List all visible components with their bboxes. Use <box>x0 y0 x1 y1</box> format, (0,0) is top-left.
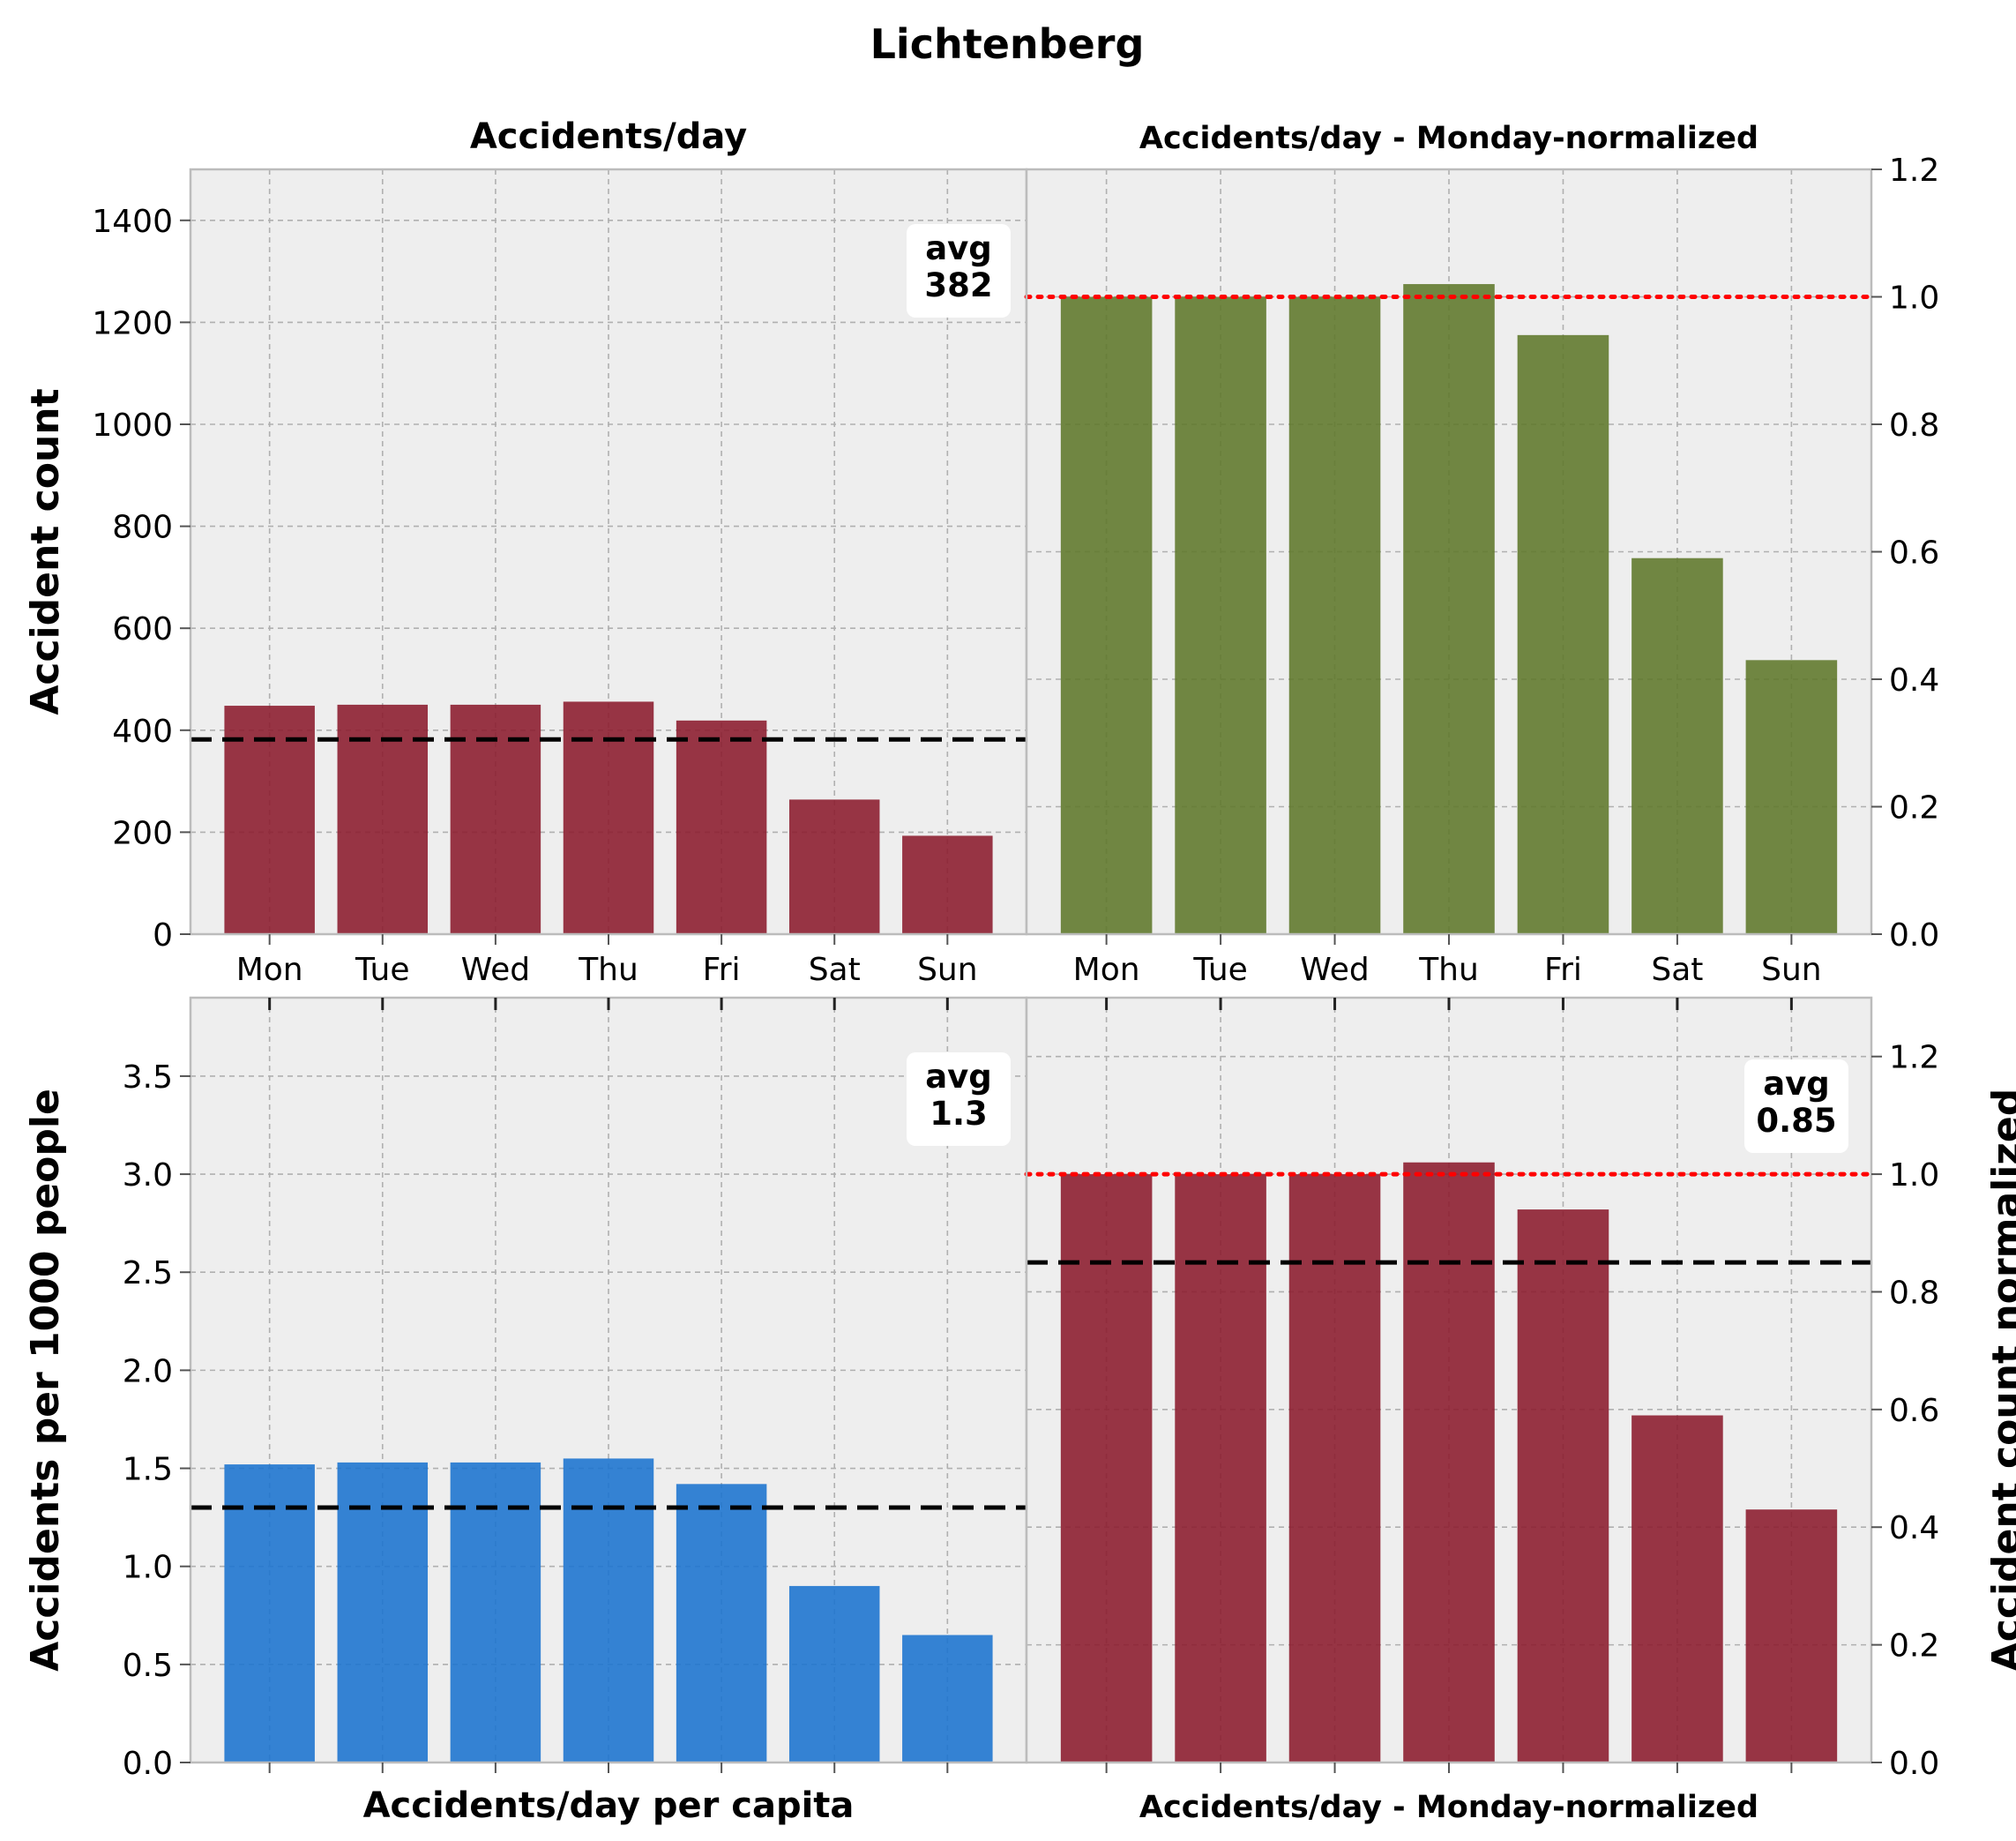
bar-thu <box>1403 284 1495 934</box>
ytick-label: 400 <box>112 714 173 750</box>
bar-wed <box>450 1462 541 1762</box>
bar-tue <box>1175 296 1266 934</box>
bar-wed <box>1288 296 1381 934</box>
bar-thu <box>563 1458 654 1762</box>
ytick-label: 0.4 <box>1889 662 1939 699</box>
xtick-label-fri: Fri <box>1544 952 1582 988</box>
ytick-label: 0.0 <box>123 1746 173 1782</box>
bar-sat <box>1631 1415 1723 1762</box>
panel-top-right: 0.0 0.2 0.4 0.6 0.8 1.0 1.2 Mon Tue Wed Thu Fri Sat S… <box>1024 121 1939 988</box>
ytick-label: 0.4 <box>1889 1510 1939 1546</box>
x-axis-label: Accidents/day - Monday-normalized <box>1139 1790 1758 1825</box>
xtick-label-thu: Thu <box>1418 952 1479 988</box>
xtick-label-fri: Fri <box>703 952 741 988</box>
ytick-label: 800 <box>112 510 173 546</box>
bar-wed <box>1288 1174 1381 1762</box>
ytick-label: 0.0 <box>1889 917 1939 954</box>
bar-mon <box>224 1464 315 1762</box>
ytick-label: 0.2 <box>1889 1628 1939 1665</box>
xtick-label-sat: Sat <box>1651 952 1703 988</box>
ytick-label: 3.5 <box>123 1059 173 1096</box>
bar-fri <box>1517 1209 1609 1762</box>
bar-sat <box>1631 558 1723 934</box>
chart-panels: 0 200 400 600 800 1000 1200 1400 Mon Tue Wed Thu Fri… <box>23 116 2016 1826</box>
avg-annotation-text: avg <box>1763 1065 1830 1103</box>
ytick-label: 2.5 <box>123 1255 173 1291</box>
y-axis-label: Accident count <box>23 388 68 715</box>
avg-annotation-box <box>1744 1059 1848 1153</box>
bar-fri <box>1517 334 1609 935</box>
xtick-label-sun: Sun <box>917 952 977 988</box>
ytick-label: 1.5 <box>123 1452 173 1488</box>
bar-sat <box>788 1585 880 1762</box>
avg-annotation-box <box>907 1052 1011 1146</box>
ytick-label: 0.5 <box>123 1648 173 1684</box>
bar-thu <box>1403 1162 1495 1762</box>
xtick-label-tue: Tue <box>355 952 410 988</box>
panel-title: Accidents/day <box>470 116 747 157</box>
ytick-label: 0.2 <box>1889 790 1939 827</box>
x-axis-label: Accidents/day per capita <box>363 1785 855 1826</box>
avg-annotation-text: 1.3 <box>930 1095 988 1133</box>
xtick-label-mon: Mon <box>236 952 303 988</box>
ytick-label: 1.2 <box>1889 1040 1939 1076</box>
bar-fri <box>676 1484 767 1762</box>
ytick-label: 0.6 <box>1889 1393 1939 1429</box>
bar-thu <box>563 701 654 934</box>
ytick-label: 1400 <box>92 204 173 240</box>
ytick-label: 1.0 <box>1889 281 1939 317</box>
ytick-label: 1.0 <box>1889 1157 1939 1194</box>
avg-annotation-text: avg <box>925 229 992 267</box>
ytick-label: 200 <box>112 815 173 851</box>
ytick-label: 0.6 <box>1889 535 1939 572</box>
bar-mon <box>1060 296 1153 934</box>
bar-mon <box>224 706 315 934</box>
bar-sat <box>788 799 880 934</box>
panel-bottom-right: 0.0 0.2 0.4 0.6 0.8 1.0 1.2 Accidents/day - Mon… <box>1024 996 2016 1825</box>
xtick-label-thu: Thu <box>578 952 638 988</box>
ytick-label: 600 <box>112 611 173 647</box>
bar-sun <box>1745 1509 1838 1762</box>
ytick-label: 0.0 <box>1889 1746 1939 1782</box>
ytick-label: 3.0 <box>123 1157 173 1194</box>
panel-bottom-left: 0.0 0.5 1.0 1.5 2.0 2.5 3.0 3.5 Accidents/day pe… <box>23 996 1028 1826</box>
bar-sun <box>902 835 993 934</box>
xtick-label-wed: Wed <box>1300 952 1370 988</box>
xtick-label-sat: Sat <box>809 952 861 988</box>
ytick-label: 0 <box>153 917 173 954</box>
avg-annotation-box <box>907 224 1011 318</box>
avg-annotation-text: 382 <box>924 266 992 304</box>
avg-annotation-text: 0.85 <box>1756 1102 1836 1140</box>
bar-sun <box>1745 660 1838 934</box>
bar-fri <box>676 720 767 934</box>
bar-wed <box>450 704 541 934</box>
ytick-label: 2.0 <box>123 1353 173 1389</box>
avg-annotation-text: avg <box>925 1058 992 1096</box>
ytick-label: 0.8 <box>1889 1275 1939 1311</box>
panel-title: Accidents/day - Monday-normalized <box>1139 121 1758 156</box>
bar-tue <box>1175 1174 1266 1762</box>
y-axis-label: Accidents per 1000 people <box>23 1089 68 1672</box>
ytick-label: 1000 <box>92 408 173 444</box>
xtick-label-tue: Tue <box>1192 952 1248 988</box>
ytick-label: 1200 <box>92 305 173 341</box>
y-axis-label: Accident count normalized <box>1984 1089 2016 1673</box>
bar-tue <box>337 704 429 934</box>
bar-tue <box>337 1462 429 1762</box>
panel-top-left: 0 200 400 600 800 1000 1200 1400 Mon Tue Wed Thu Fri… <box>23 116 1028 988</box>
chart-suptitle: Lichtenberg <box>870 20 1145 68</box>
xtick-label-mon: Mon <box>1073 952 1140 988</box>
bar-sun <box>902 1635 993 1762</box>
ytick-label: 1.0 <box>123 1550 173 1586</box>
ytick-label: 1.2 <box>1889 153 1939 189</box>
bar-mon <box>1060 1174 1153 1762</box>
ytick-label: 0.8 <box>1889 408 1939 444</box>
xtick-label-wed: Wed <box>461 952 531 988</box>
xtick-label-sun: Sun <box>1761 952 1821 988</box>
